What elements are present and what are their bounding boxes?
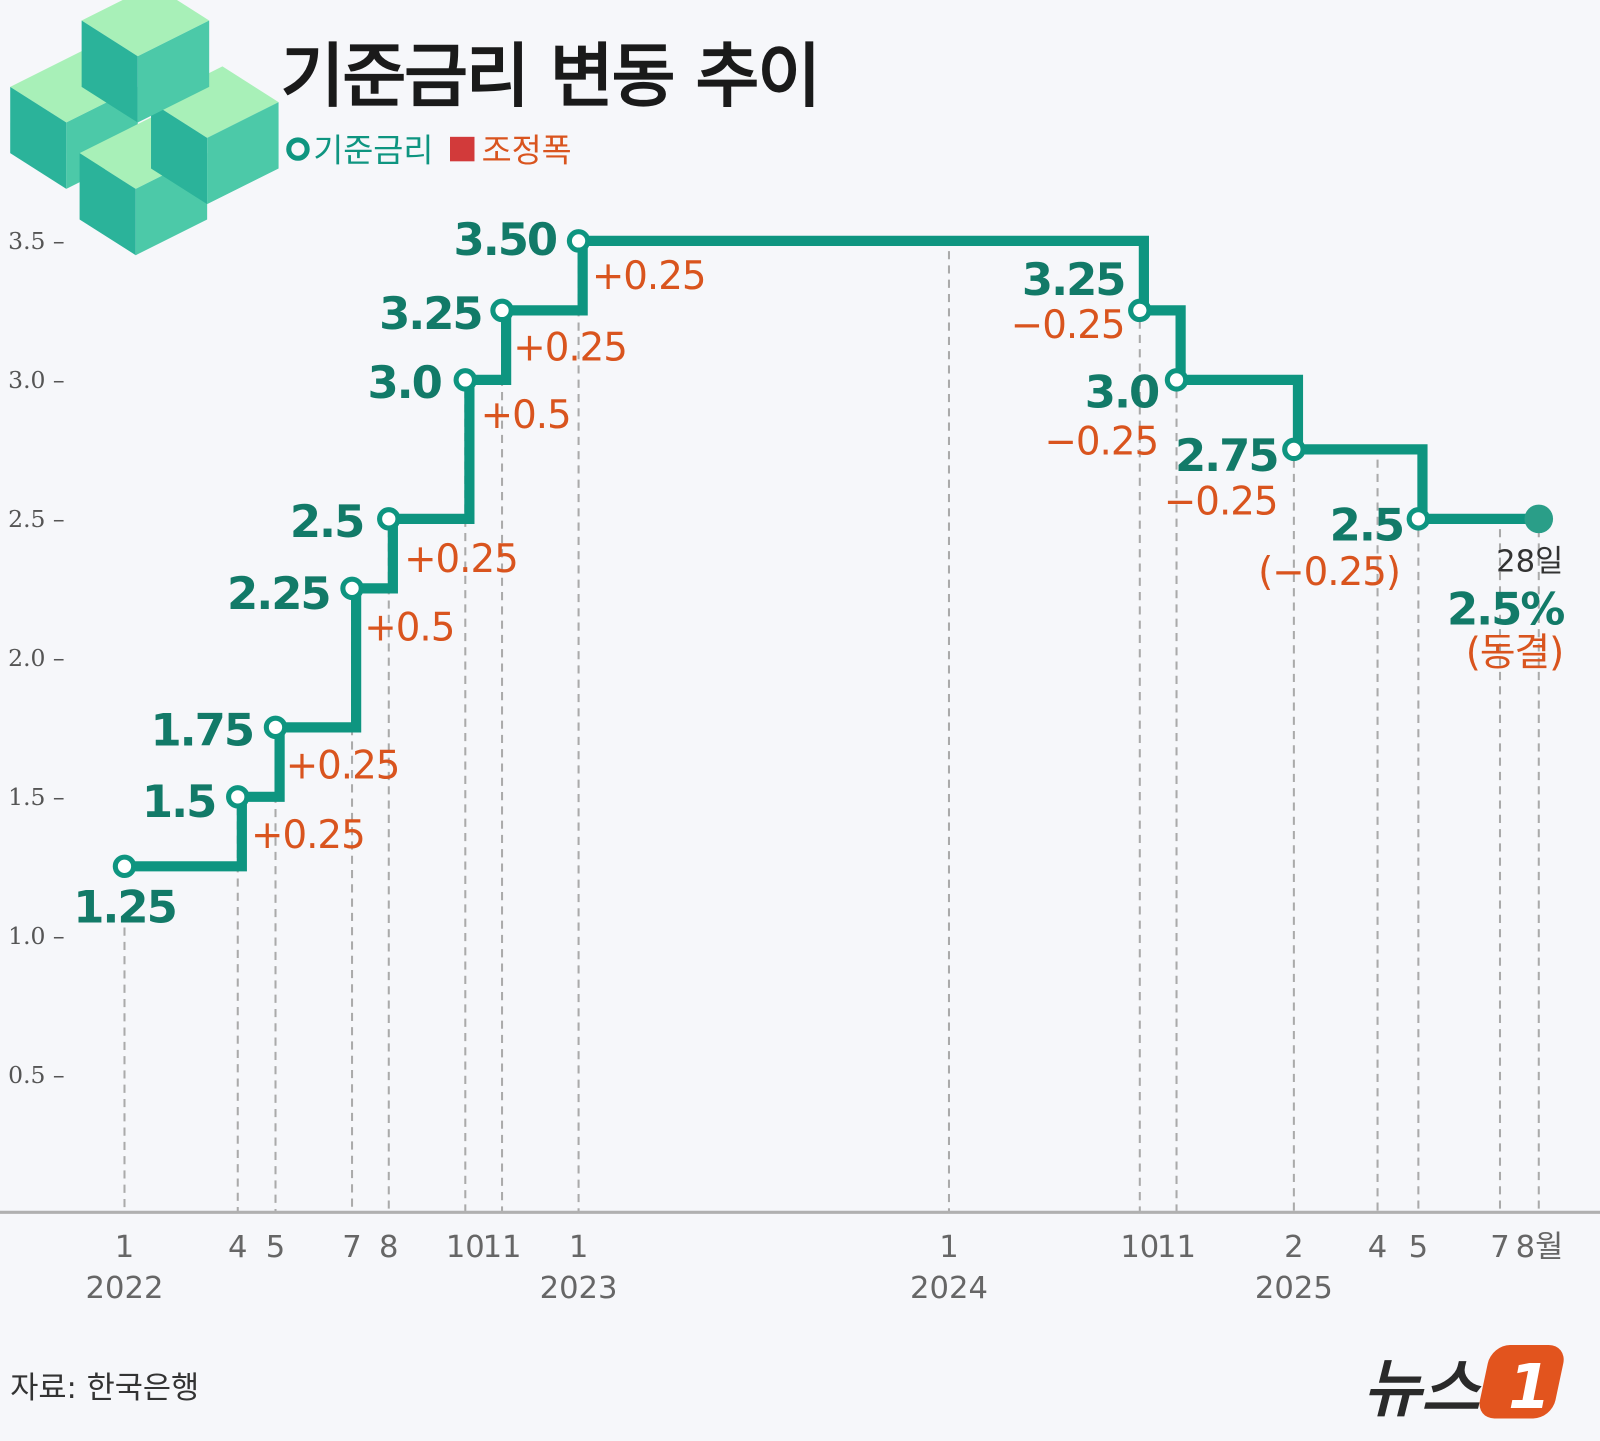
logo-mark-bg [1479, 1344, 1564, 1419]
legend-square-icon [450, 136, 475, 162]
data-point [490, 298, 514, 323]
data-point [1128, 298, 1152, 323]
x-year-label: 2023 [540, 1271, 618, 1306]
step-segment [388, 379, 475, 524]
y-tick-label: 0.5 – [8, 1061, 64, 1089]
step-segment [1139, 305, 1186, 380]
data-point [226, 785, 250, 809]
y-tick-label: 2.5 – [8, 505, 64, 533]
x-tick-label: 7 [342, 1230, 361, 1265]
y-tick-label: 1.5 – [8, 783, 64, 811]
change-label: −0.25 [1164, 480, 1278, 525]
x-tick-label: 7 [1490, 1230, 1509, 1265]
latest-note-label: (동결) [1466, 630, 1564, 675]
value-label: 1.25 [73, 880, 176, 933]
bill-front [207, 102, 279, 205]
data-point [1282, 437, 1306, 462]
data-point [453, 368, 478, 392]
bill-side [151, 102, 208, 205]
x-tick-label: 8월 [1516, 1230, 1564, 1265]
change-label: +0.5 [481, 393, 571, 438]
value-label: 3.25 [379, 287, 482, 340]
value-label: 2.25 [227, 567, 330, 620]
logo-text: 뉴스 [1363, 1351, 1482, 1425]
step-segment [237, 727, 285, 802]
data-point [112, 854, 137, 879]
x-tick-label: 1 [939, 1230, 958, 1265]
x-tick-label: 1 [569, 1230, 588, 1265]
change-label: −0.25 [1044, 419, 1158, 464]
data-point [377, 507, 401, 531]
data-point [1164, 368, 1189, 392]
x-year-label: 2024 [910, 1271, 988, 1306]
y-tick-label: 2.0 – [8, 644, 64, 672]
x-tick-label: 8 [379, 1230, 398, 1265]
value-label: 3.25 [1022, 253, 1125, 306]
latest-value-label: 2.5% [1447, 583, 1564, 636]
y-tick-label: 3.5 – [8, 227, 64, 255]
data-point [566, 229, 591, 253]
bill-side [81, 20, 138, 123]
x-tick-label: 11 [483, 1230, 522, 1265]
bill-side [79, 153, 136, 256]
value-label: 2.5 [1330, 498, 1403, 551]
logo-mark: 1 [1508, 1352, 1551, 1423]
legend: 기준금리 조정폭 [286, 131, 572, 169]
change-label: (−0.25) [1258, 550, 1400, 595]
x-tick-label: 1 [115, 1230, 134, 1265]
chart-title: 기준금리 변동 추이 [281, 37, 820, 117]
value-label: 3.0 [1085, 365, 1159, 418]
step-segment [465, 310, 512, 385]
data-point [1406, 507, 1431, 531]
latest-point [1524, 504, 1554, 534]
x-year-label: 2022 [86, 1271, 164, 1306]
x-tick-label: 4 [228, 1230, 247, 1265]
y-tick-label: 3.0 – [8, 366, 64, 394]
step-segment [124, 796, 247, 872]
y-tick-label: 1.0 – [8, 922, 64, 950]
news1-logo: 뉴스 1 [1363, 1344, 1564, 1425]
step-segment [1293, 444, 1428, 519]
value-label: 1.5 [142, 775, 215, 828]
source-note: 자료: 한국은행 [10, 1371, 199, 1406]
data-point [340, 576, 364, 601]
value-label: 3.50 [454, 213, 557, 266]
bill-top [151, 66, 279, 138]
value-label: 3.0 [367, 356, 441, 409]
step-segment [1176, 374, 1304, 450]
step-segment [275, 588, 362, 733]
x-tick-label: 5 [266, 1230, 285, 1265]
x-tick-label: 4 [1368, 1230, 1387, 1265]
x-tick-label: 5 [1409, 1230, 1428, 1265]
legend-rate: 기준금리 [313, 131, 433, 169]
step-segment [502, 240, 588, 316]
bill-side [10, 86, 67, 189]
step-segment [352, 518, 398, 594]
bill-front [137, 20, 210, 123]
x-tick-label: 2 [1284, 1230, 1303, 1265]
change-label: +0.25 [513, 325, 627, 370]
change-label: +0.25 [404, 537, 518, 582]
data-point [263, 715, 288, 740]
value-label: 1.75 [150, 704, 253, 757]
change-label: +0.5 [364, 605, 454, 650]
bill-top [81, 0, 210, 57]
legend-circle-icon [286, 137, 310, 161]
x-tick-label: 10 [1120, 1230, 1159, 1265]
money-stack-icon [10, 0, 279, 256]
legend-change: 조정폭 [482, 131, 572, 169]
value-label: 2.75 [1175, 429, 1278, 482]
x-tick-label: 11 [1157, 1230, 1196, 1265]
change-label: −0.25 [1011, 303, 1125, 348]
latest-date-label: 28일 [1496, 545, 1563, 580]
step-segment [578, 235, 1149, 311]
x-tick-label: 10 [446, 1230, 485, 1265]
change-label: +0.25 [251, 813, 365, 858]
change-label: +0.25 [592, 254, 706, 299]
value-label: 2.5 [290, 495, 363, 548]
x-year-label: 2025 [1255, 1271, 1333, 1306]
change-label: +0.25 [286, 743, 400, 788]
